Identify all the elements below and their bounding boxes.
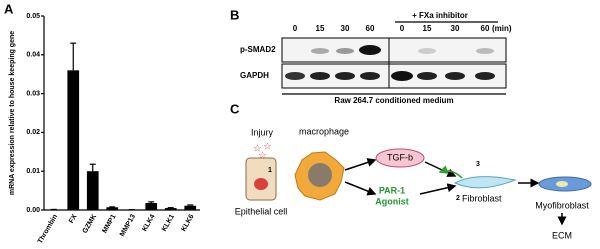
y-tick-label: 0.02	[26, 129, 40, 136]
fibroblast-label: Fibroblast	[462, 193, 502, 203]
blot	[281, 37, 507, 89]
x-tick-label: MMP13	[119, 213, 137, 237]
y-axis-label: mRNA expression relative to house keepin…	[9, 31, 16, 195]
step-label: 1	[268, 167, 272, 174]
lane-label: 30	[451, 24, 460, 33]
x-tick-label: KLK1	[161, 213, 176, 232]
y-tick-label: 0.00	[26, 207, 40, 214]
bar	[145, 203, 158, 210]
step-label: 2	[456, 195, 460, 202]
row-label: p-SMAD2	[240, 45, 276, 54]
arrow	[424, 161, 457, 177]
lane-label: 30	[341, 24, 350, 33]
arrow	[438, 165, 463, 179]
x-tick-label: KLK6	[180, 213, 195, 232]
epithelial-label: Epithelial cell	[235, 206, 288, 216]
y-tick-label: 0.05	[26, 13, 40, 20]
injury-label: Injury	[251, 127, 274, 137]
par1-label: Agonist	[375, 196, 409, 206]
epithelial-cell: ☆ ☆☆	[245, 142, 277, 201]
inhibitor-label: + FXa inhibitor	[412, 11, 468, 20]
bar	[106, 207, 119, 210]
lane-label: 0	[400, 24, 405, 33]
svg-text:☆: ☆	[253, 144, 262, 155]
x-tick-label: FX	[68, 213, 79, 225]
svg-text:☆: ☆	[258, 151, 267, 162]
tgf-label: TGF-b	[387, 152, 413, 162]
panel-label: B	[230, 7, 239, 22]
unit: (min)	[492, 24, 512, 33]
x-tick-label: KLK4	[141, 213, 156, 232]
lane-label: 60	[366, 24, 375, 33]
panel-label: A	[4, 1, 14, 16]
row-label: GAPDH	[240, 71, 269, 80]
macrophage	[294, 151, 345, 201]
step-label: 3	[476, 161, 480, 168]
bar	[67, 70, 80, 210]
bar	[164, 208, 177, 210]
ecm-label: ECM	[552, 230, 572, 240]
macrophage-label: macrophage	[299, 126, 349, 136]
x-tick-label: GZMK	[82, 213, 98, 234]
lane-label: 0	[293, 24, 298, 33]
svg-text:☆: ☆	[263, 142, 272, 153]
lane-label: 15	[423, 24, 432, 33]
arrow	[344, 181, 377, 196]
arrow	[344, 158, 377, 171]
bar	[86, 171, 99, 210]
lane-label: 15	[316, 24, 325, 33]
nucleus	[556, 181, 568, 187]
arrow	[419, 183, 457, 195]
bar	[184, 205, 197, 210]
y-tick-label: 0.01	[26, 168, 40, 175]
par1-label: PAR-1	[379, 185, 405, 195]
y-tick-label: 0.03	[26, 90, 40, 97]
panel-label: C	[230, 101, 240, 116]
y-tick-label: 0.04	[26, 52, 40, 59]
myofibroblast-label: Myofibroblast	[535, 200, 589, 210]
caption: Raw 264.7 conditioned medium	[334, 96, 453, 105]
lane-label: 60	[481, 24, 490, 33]
tgf-shape	[375, 148, 425, 168]
x-tick-label: MMP1	[101, 213, 117, 234]
fibroblast	[453, 176, 517, 189]
x-tick-label: Thrombin	[37, 213, 59, 244]
